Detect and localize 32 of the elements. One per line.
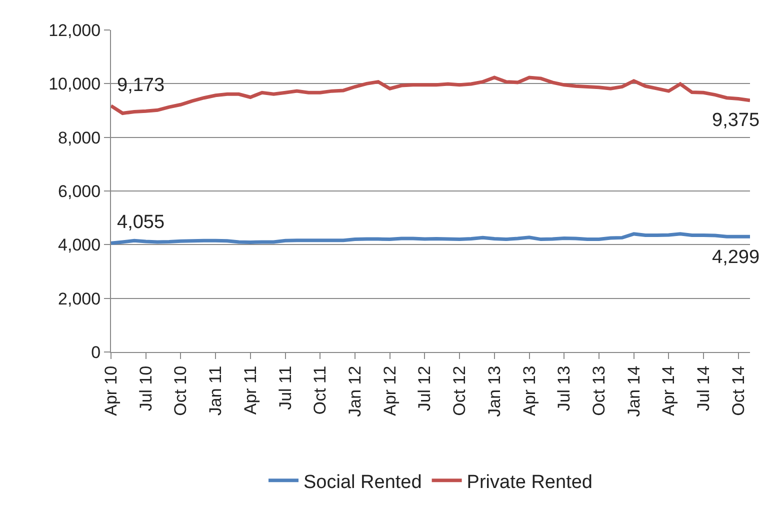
y-tick-label: 8,000	[58, 128, 101, 148]
x-tick-label: Oct 11	[310, 366, 330, 415]
x-tick-label: Jul 12	[415, 366, 434, 412]
x-tick-label: Apr 14	[659, 366, 678, 416]
y-tick-label: 4,000	[58, 236, 101, 255]
x-tick-label: Oct 10	[171, 366, 190, 416]
x-tick-label: Jan 12	[346, 366, 365, 417]
legend-label: Social Rented	[304, 472, 422, 493]
y-tick-label: 6,000	[58, 182, 101, 201]
y-tick-label: 12,000	[48, 20, 101, 40]
x-tick-label: Oct 14	[728, 366, 748, 416]
y-tick-label: 10,000	[48, 74, 101, 94]
legend-label: Private Rented	[466, 472, 592, 493]
x-tick-label: Jul 14	[694, 366, 714, 412]
x-tick-label: Jul 11	[276, 366, 295, 410]
x-tick-label: Apr 12	[380, 366, 400, 416]
x-tick-label: Jan 13	[484, 366, 504, 417]
x-tick-label: Jul 13	[554, 366, 574, 412]
x-tick-label: Jan 11	[206, 366, 226, 416]
x-tick-label: Apr 11	[240, 366, 260, 415]
data-label: 9,375	[712, 110, 760, 131]
data-label: 4,299	[712, 247, 760, 268]
x-tick-label: Oct 12	[450, 366, 470, 416]
data-label: 4,055	[117, 212, 165, 233]
x-tick-label: Jan 14	[624, 366, 644, 417]
x-tick-label: Apr 10	[102, 366, 121, 416]
y-tick-label: 0	[91, 342, 101, 362]
x-tick-label: Oct 13	[589, 366, 608, 416]
x-tick-label: Apr 13	[520, 366, 539, 416]
data-label: 9,173	[117, 75, 165, 96]
y-tick-label: 2,000	[58, 289, 101, 308]
x-tick-label: Jul 10	[136, 366, 156, 412]
